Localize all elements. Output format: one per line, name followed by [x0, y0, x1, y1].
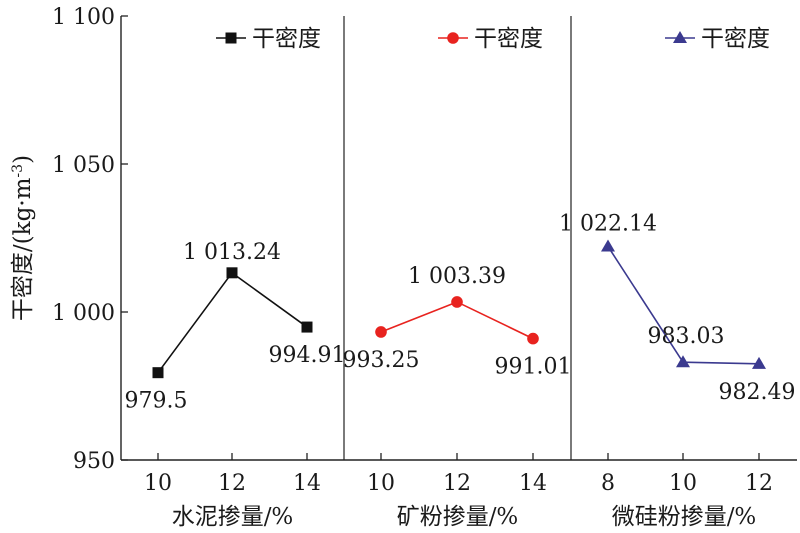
x-axis-title: 水泥掺量/%	[172, 504, 294, 530]
data-point-triangle	[601, 239, 615, 252]
data-point-triangle	[676, 355, 690, 368]
y-axis-ticks: 950 1 000 1 050 1 100	[52, 5, 128, 474]
x-tick-label: 10	[669, 471, 697, 496]
data-point-square	[225, 32, 237, 44]
data-label: 994.91	[269, 343, 346, 368]
x-tick-label: 10	[367, 471, 395, 496]
data-point-triangle	[673, 31, 687, 43]
legend-label: 干密度	[474, 26, 543, 52]
y-tick-label: 1 050	[52, 153, 115, 178]
data-point-triangle	[752, 356, 766, 369]
data-point-circle	[527, 332, 539, 345]
data-point-circle	[447, 32, 459, 44]
y-axis-label: 干密度/(kg·m-3)	[10, 155, 36, 321]
data-point-square	[226, 267, 238, 279]
data-label: 993.25	[343, 348, 420, 373]
x-tick-label: 12	[745, 471, 773, 496]
data-point-square	[152, 367, 164, 379]
data-point-square	[301, 321, 313, 333]
legend-label: 干密度	[252, 26, 321, 52]
y-axis-title: 干密度/(kg·m-3)	[10, 155, 36, 321]
x-axis-title: 矿粉掺量/%	[397, 504, 519, 530]
x-tick-label: 14	[293, 471, 321, 496]
data-label: 1 022.14	[559, 211, 657, 236]
data-label: 1 003.39	[408, 264, 506, 289]
y-tick-label: 950	[73, 449, 115, 474]
x-tick-label: 8	[601, 471, 615, 496]
data-label: 1 013.24	[183, 240, 281, 265]
data-point-circle	[451, 296, 463, 308]
data-point-circle	[375, 326, 387, 338]
data-label: 982.49	[719, 380, 796, 405]
legend-label: 干密度	[701, 26, 770, 52]
y-tick-label: 1 000	[52, 301, 115, 326]
axes	[120, 16, 797, 461]
x-tick-label: 10	[144, 471, 172, 496]
data-label: 983.03	[648, 324, 725, 349]
x-tick-label: 14	[519, 471, 547, 496]
y-tick-label: 1 100	[52, 5, 115, 30]
panel-1: 10 12 14 水泥掺量/% 979.5 1 013.24 994.91 干密度	[125, 26, 346, 530]
panels: 10 12 14 水泥掺量/% 979.5 1 013.24 994.91 干密度 10 12 14…	[125, 26, 796, 530]
x-axis-title: 微硅粉掺量/%	[612, 504, 757, 530]
x-tick-label: 12	[218, 471, 246, 496]
x-tick-label: 12	[443, 471, 471, 496]
data-label: 991.01	[495, 355, 572, 380]
data-label: 979.5	[125, 389, 188, 414]
panel-3: 8 10 12 微硅粉掺量/% 1 022.14 983.03 982.49 干密度	[559, 26, 795, 530]
